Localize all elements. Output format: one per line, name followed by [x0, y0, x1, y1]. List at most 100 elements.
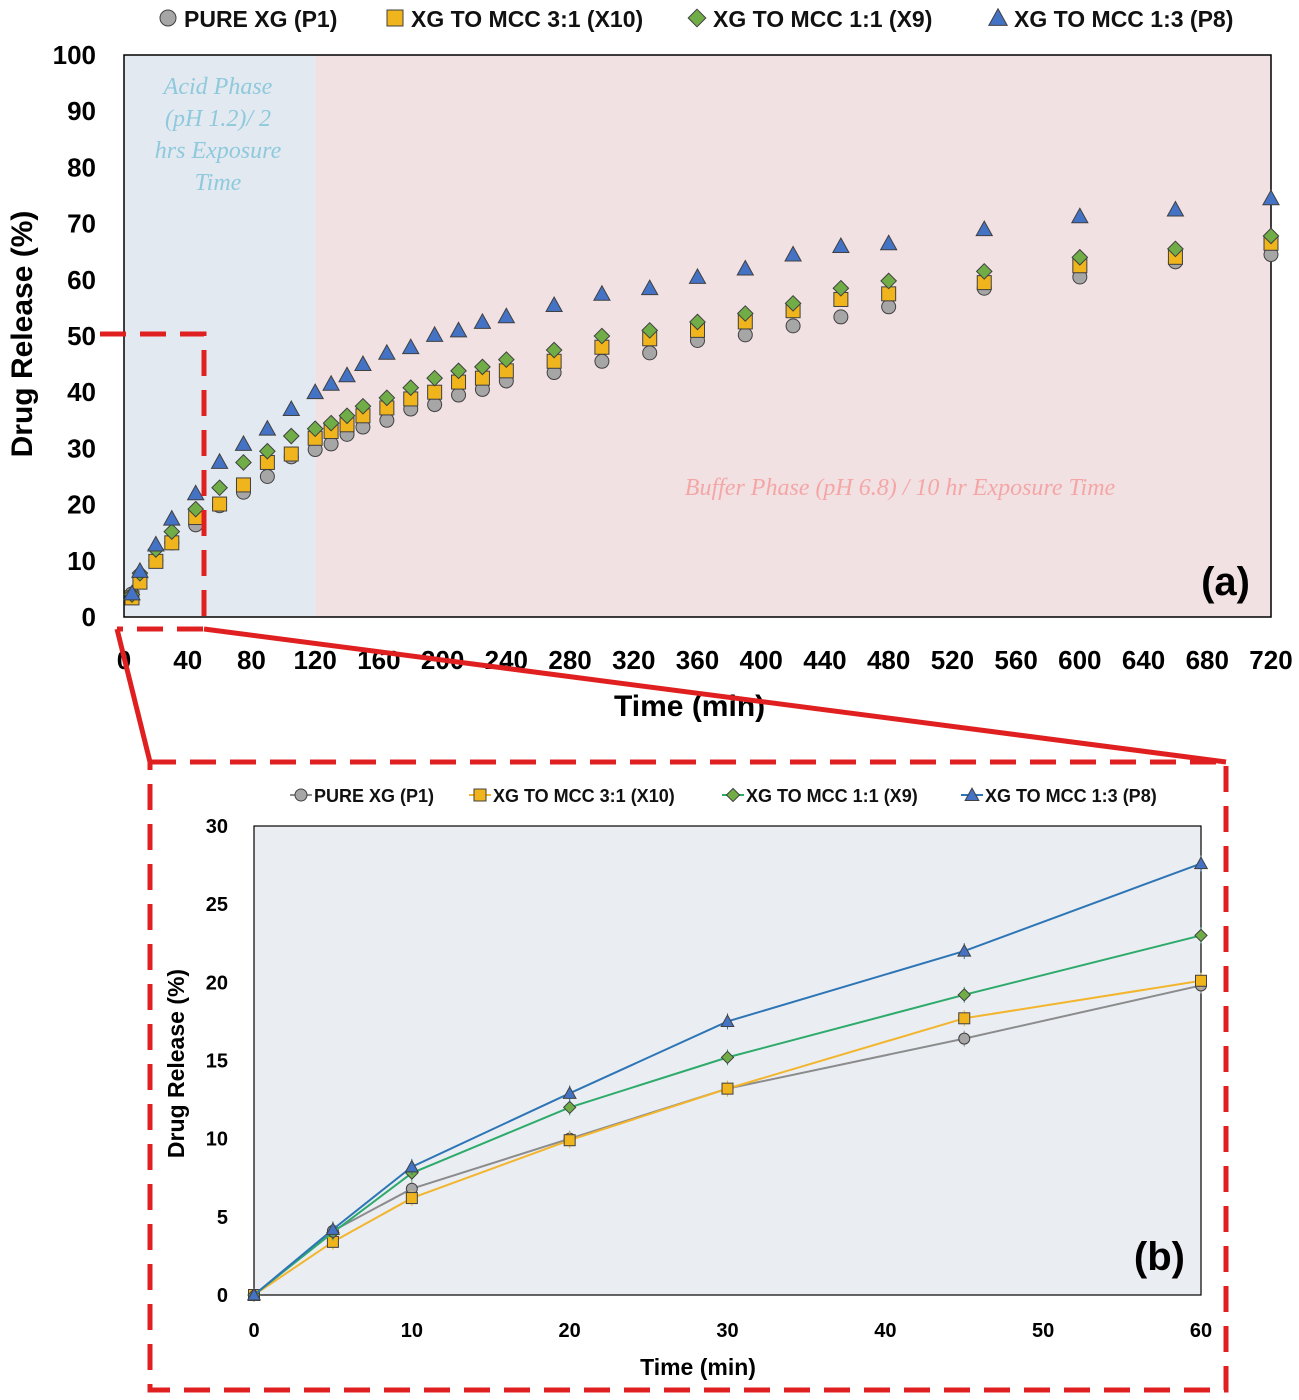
data-point [1071, 248, 1089, 266]
legend-marker [386, 9, 404, 27]
data-point [235, 454, 252, 471]
data-point [282, 399, 301, 416]
series-b-1 [248, 972, 1207, 1301]
x-tick-label: 320 [612, 645, 655, 675]
legend-label: XG TO MCC 1:1 (X9) [746, 786, 918, 806]
data-point [736, 259, 755, 276]
y-tick-label: 70 [67, 209, 96, 239]
data-point [235, 477, 251, 493]
y-tick-label: 60 [67, 265, 96, 295]
data-point [450, 362, 467, 380]
x-axis-title: Time (min) [614, 690, 765, 723]
zoom-connector-left [114, 628, 153, 763]
data-point [640, 279, 659, 296]
x-tick-label: 680 [1186, 645, 1229, 675]
data-point [958, 1032, 971, 1045]
data-point [378, 389, 396, 407]
legend-label: PURE XG (P1) [184, 6, 337, 32]
data-point [211, 479, 228, 497]
legend-label: XG TO MCC 3:1 (X10) [493, 786, 675, 806]
legend-marker [159, 9, 177, 27]
legend-marker [987, 7, 1009, 26]
y-axis-title: Drug Release (%) [163, 969, 189, 1158]
data-point [146, 535, 165, 552]
data-point [258, 419, 277, 436]
data-point [162, 509, 181, 526]
series-b-3 [246, 855, 1209, 1301]
legend-label: PURE XG (P1) [314, 786, 434, 806]
acid-phase-annotation: hrs Exposure [155, 138, 282, 164]
data-point [784, 245, 802, 262]
data-point [131, 561, 149, 578]
data-point [720, 1014, 735, 1027]
data-point [402, 379, 420, 397]
data-point [880, 272, 898, 290]
legend-marker [473, 788, 487, 802]
data-point [322, 414, 340, 432]
x-tick-label: 520 [931, 645, 974, 675]
legend-marker [687, 8, 707, 28]
y-tick-label: 0 [217, 1285, 228, 1307]
x-tick-label: 60 [1190, 1320, 1212, 1342]
data-point [785, 318, 801, 334]
data-point [474, 358, 491, 376]
data-point [451, 387, 467, 403]
data-point [354, 397, 372, 415]
data-point [563, 1134, 576, 1147]
x-tick-label: 120 [293, 645, 336, 675]
zoom-target-box [147, 759, 1229, 1393]
data-point [187, 500, 205, 518]
y-tick-label: 10 [67, 546, 96, 576]
x-tick-label: 560 [994, 645, 1037, 675]
data-point [1193, 856, 1209, 870]
x-tick-label: 40 [173, 645, 202, 675]
data-point [957, 943, 972, 957]
data-point [593, 284, 611, 301]
data-point [594, 353, 610, 369]
data-point [833, 309, 849, 325]
data-point [1167, 240, 1184, 258]
data-point [426, 369, 444, 387]
y-tick-label: 90 [67, 96, 96, 126]
legend-label: XG TO MCC 1:3 (P8) [985, 786, 1157, 806]
data-point [338, 407, 356, 425]
data-point [737, 327, 753, 343]
x-tick-label: 40 [874, 1320, 896, 1342]
data-point [259, 469, 275, 484]
y-tick-label: 5 [217, 1207, 228, 1229]
y-tick-label: 25 [206, 894, 228, 916]
data-point [497, 307, 516, 324]
zoom-connector-right [203, 626, 1227, 765]
data-point [958, 1012, 971, 1025]
legend-label: XG TO MCC 1:3 (P8) [1014, 6, 1233, 32]
x-tick-label: 0 [248, 1320, 259, 1342]
panel-b-label: (b) [1134, 1235, 1185, 1279]
data-point [427, 384, 443, 400]
zoom-indicator [100, 331, 1229, 1393]
zoom-source-box [100, 331, 207, 632]
data-point [306, 383, 325, 400]
buffer-phase-region [315, 55, 1272, 617]
data-point [210, 452, 229, 469]
x-tick-label: 360 [676, 645, 719, 675]
data-point [338, 366, 356, 383]
data-point [325, 1221, 341, 1235]
series-a-1 [124, 235, 1279, 606]
legend-marker [294, 788, 308, 802]
data-point [401, 338, 420, 355]
y-tick-label: 30 [67, 433, 96, 463]
x-tick-label: 80 [237, 645, 266, 675]
x-tick-label: 50 [1032, 1320, 1054, 1342]
acid-phase-annotation: Time [195, 170, 242, 196]
y-tick-label: 10 [206, 1129, 228, 1151]
data-point [186, 484, 205, 501]
y-axis-title: Drug Release (%) [6, 211, 39, 458]
data-point [879, 234, 898, 251]
data-point [721, 1082, 734, 1095]
panel-a: 0102030405060708090100040801201602002402… [6, 6, 1293, 723]
data-point [562, 1100, 577, 1115]
data-point [593, 327, 611, 345]
y-tick-label: 20 [206, 972, 228, 994]
series-a-3 [123, 189, 1280, 601]
